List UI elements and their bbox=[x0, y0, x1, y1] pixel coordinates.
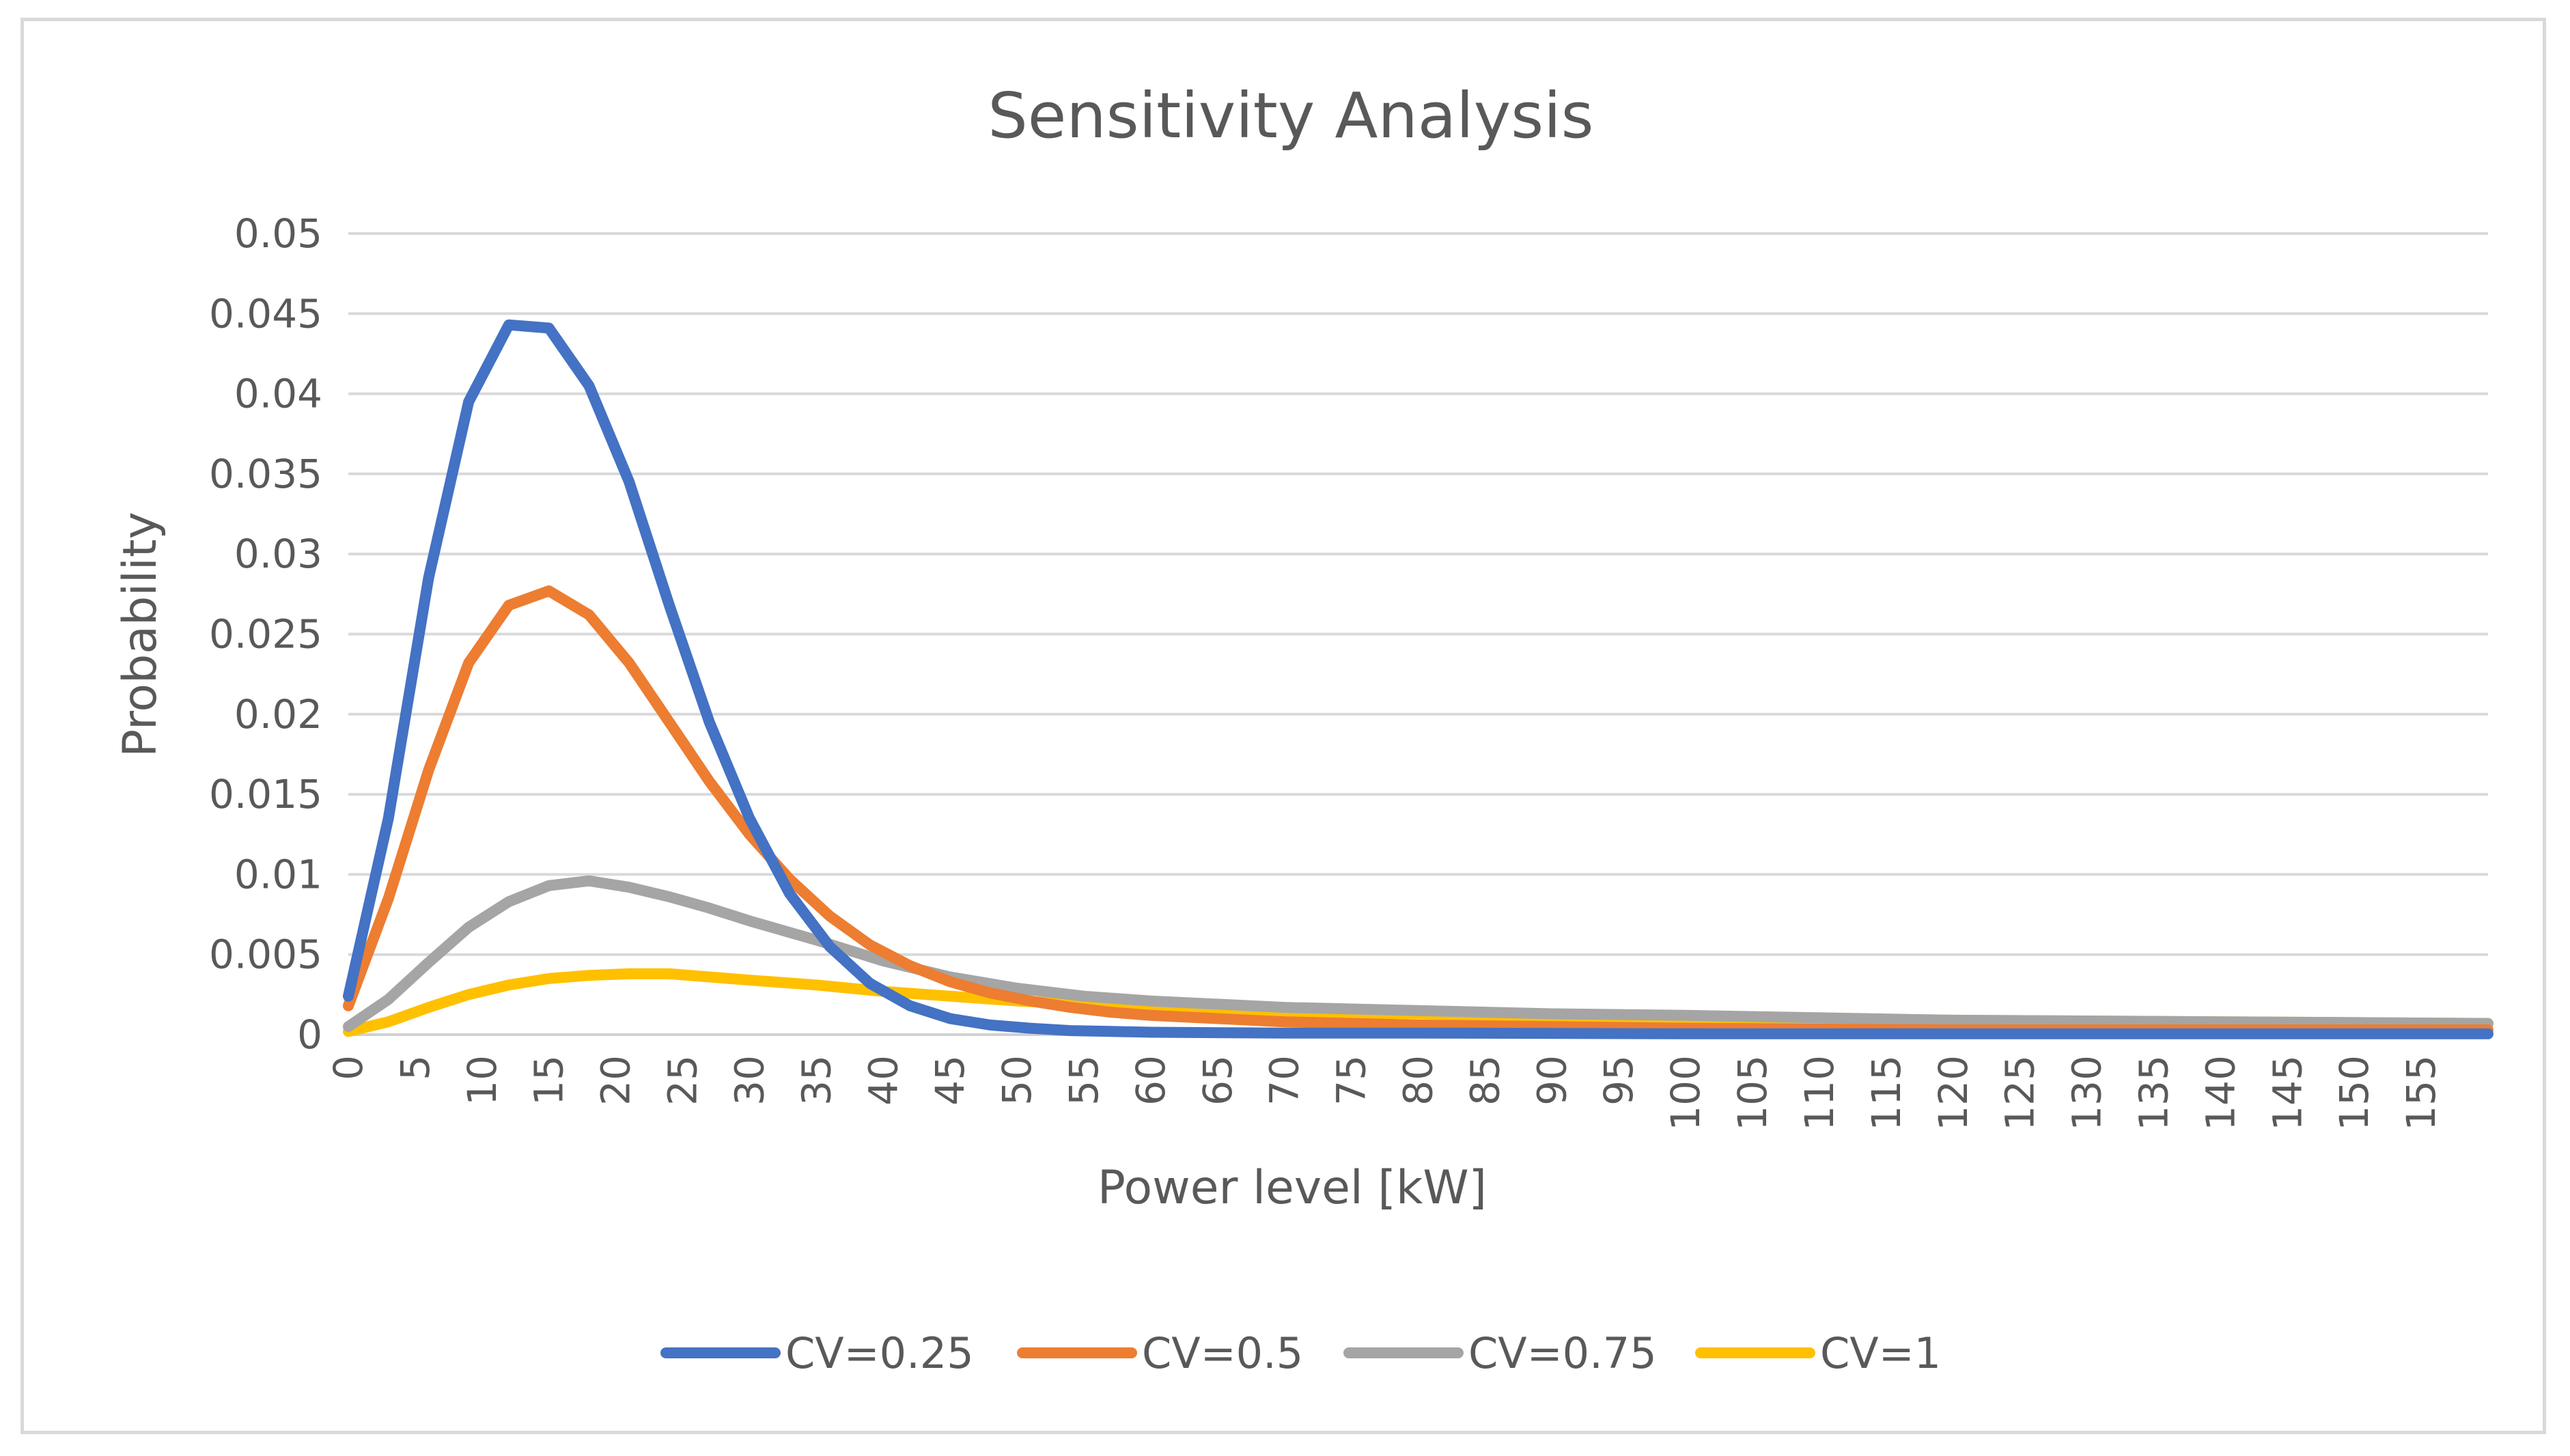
x-tick-label: 130 bbox=[2064, 1055, 2110, 1131]
x-tick-label: 115 bbox=[1863, 1055, 1910, 1131]
gridlines bbox=[348, 232, 2488, 1036]
series-line-2 bbox=[343, 875, 2494, 1033]
x-tick-label: 125 bbox=[1997, 1055, 2043, 1131]
y-axis-title: Probability bbox=[113, 512, 167, 757]
x-tick-label: 0 bbox=[325, 1055, 372, 1080]
x-tick-label: 65 bbox=[1195, 1055, 1241, 1106]
series-line-0 bbox=[343, 319, 2494, 1039]
x-tick-labels: 0 5 10 15 20 25 30 35 40 45 50 55 60 65 70 75 80 85 90 95 10… bbox=[325, 1055, 2444, 1131]
x-tick-label: 155 bbox=[2398, 1055, 2444, 1131]
x-tick-label: 35 bbox=[793, 1055, 839, 1106]
x-tick-label: 55 bbox=[1061, 1055, 1107, 1106]
x-tick-label: 75 bbox=[1328, 1055, 1375, 1106]
x-tick-label: 40 bbox=[860, 1055, 906, 1106]
y-tick-label: 0.01 bbox=[234, 851, 322, 897]
series-lines bbox=[343, 319, 2494, 1039]
y-tick-label: 0.05 bbox=[234, 210, 322, 257]
y-tick-label: 0.035 bbox=[209, 451, 322, 497]
x-tick-label: 150 bbox=[2331, 1055, 2377, 1131]
x-tick-label: 45 bbox=[927, 1055, 973, 1106]
y-tick-label: 0.005 bbox=[209, 932, 322, 978]
x-tick-label: 25 bbox=[660, 1055, 706, 1106]
x-tick-label: 20 bbox=[593, 1055, 639, 1106]
legend-label-3: CV=1 bbox=[1820, 1328, 1941, 1378]
y-tick-label: 0.04 bbox=[234, 371, 322, 417]
chart-frame: Sensitivity Analysis 0 0.005 0.01 0.015 0.02… bbox=[20, 18, 2546, 1434]
y-tick-labels: 0 0.005 0.01 0.015 0.02 0.025 0.03 0.035 0.04 0.0… bbox=[209, 210, 322, 1058]
y-tick-label: 0.03 bbox=[234, 531, 322, 577]
x-tick-label: 90 bbox=[1528, 1055, 1575, 1106]
x-tick-label: 30 bbox=[726, 1055, 772, 1106]
x-tick-label: 70 bbox=[1261, 1055, 1308, 1106]
x-axis-title: Power level [kW] bbox=[1098, 1161, 1487, 1215]
x-tick-label: 15 bbox=[526, 1055, 572, 1106]
x-tick-label: 120 bbox=[1930, 1055, 1977, 1131]
legend-label-1: CV=0.5 bbox=[1142, 1328, 1303, 1378]
x-tick-label: 10 bbox=[459, 1055, 505, 1106]
y-tick-label: 0.025 bbox=[209, 611, 322, 658]
chart-title: Sensitivity Analysis bbox=[988, 79, 1593, 152]
x-tick-label: 95 bbox=[1595, 1055, 1642, 1106]
x-tick-label: 145 bbox=[2264, 1055, 2310, 1131]
x-tick-label: 5 bbox=[392, 1055, 438, 1080]
legend-label-2: CV=0.75 bbox=[1468, 1328, 1657, 1378]
x-tick-label: 110 bbox=[1796, 1055, 1843, 1131]
x-tick-label: 105 bbox=[1729, 1055, 1776, 1131]
x-tick-label: 60 bbox=[1128, 1055, 1174, 1106]
x-tick-label: 100 bbox=[1662, 1055, 1709, 1131]
x-tick-label: 50 bbox=[994, 1055, 1040, 1106]
legend: CV=0.25 CV=0.5 CV=0.75 CV=1 bbox=[660, 1328, 1941, 1378]
x-tick-label: 135 bbox=[2130, 1055, 2177, 1131]
x-tick-label: 80 bbox=[1395, 1055, 1442, 1106]
series-line-1 bbox=[343, 585, 2494, 1035]
x-tick-label: 85 bbox=[1462, 1055, 1508, 1106]
x-tick-label: 140 bbox=[2197, 1055, 2244, 1131]
line-chart: Sensitivity Analysis 0 0.005 0.01 0.015 0.02… bbox=[113, 79, 2494, 1378]
y-tick-label: 0 bbox=[297, 1011, 322, 1058]
y-tick-label: 0.015 bbox=[209, 771, 322, 817]
legend-label-0: CV=0.25 bbox=[785, 1328, 974, 1378]
y-tick-label: 0.02 bbox=[234, 691, 322, 738]
y-tick-label: 0.045 bbox=[209, 290, 322, 337]
